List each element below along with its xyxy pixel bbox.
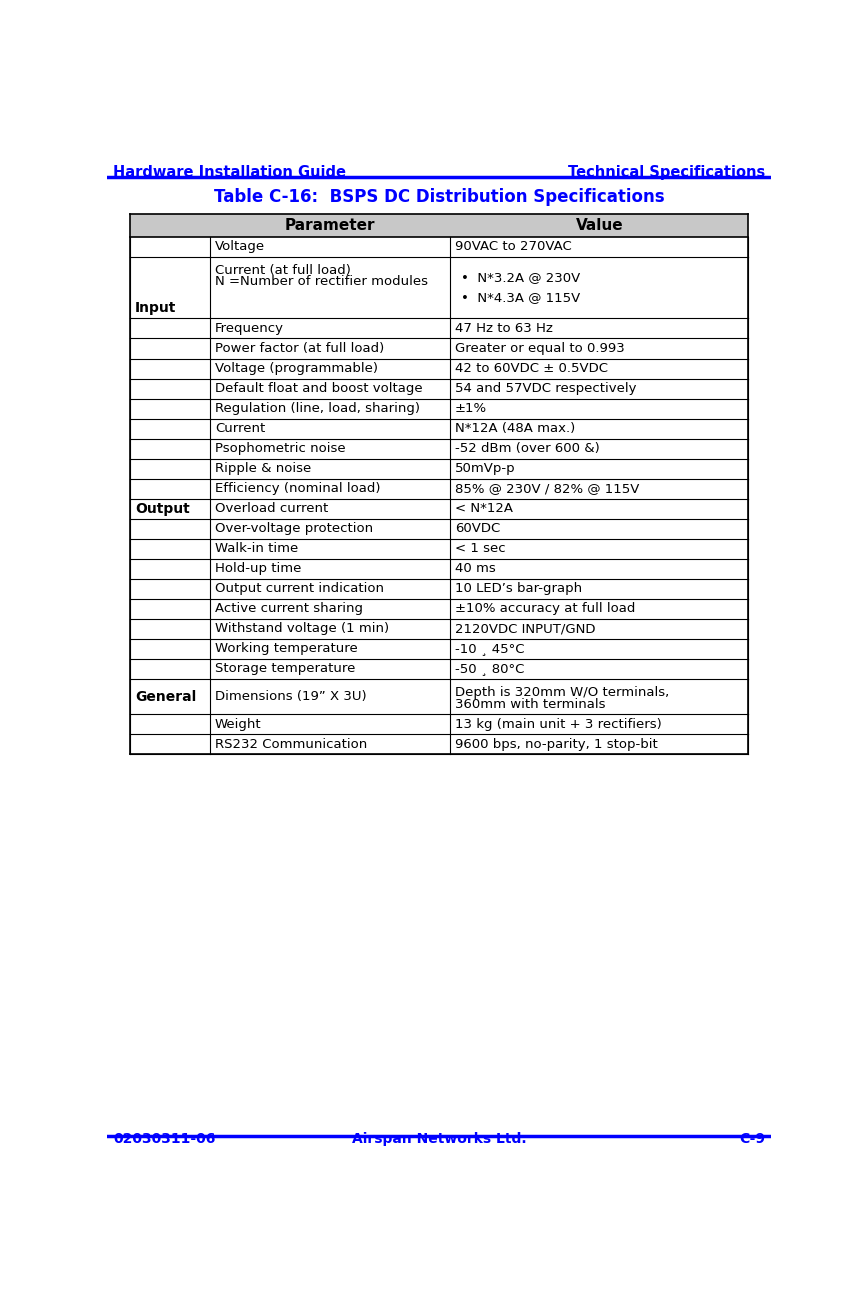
Text: Greater or equal to 0.993: Greater or equal to 0.993 [455, 342, 625, 355]
Text: Psophometric noise: Psophometric noise [215, 442, 345, 455]
Text: General: General [135, 689, 196, 703]
Text: Output current indication: Output current indication [215, 582, 384, 595]
Text: 54 and 57VDC respectively: 54 and 57VDC respectively [455, 382, 637, 395]
Text: -52 dBm (over 600 &): -52 dBm (over 600 &) [455, 442, 600, 455]
Text: 360mm with terminals: 360mm with terminals [455, 698, 606, 711]
Text: Dimensions (19” X 3U): Dimensions (19” X 3U) [215, 690, 367, 703]
Text: 50mVp-p: 50mVp-p [455, 462, 516, 474]
Text: Weight: Weight [215, 718, 261, 731]
Text: < 1 sec: < 1 sec [455, 542, 506, 555]
Text: 02030311-06: 02030311-06 [113, 1132, 216, 1147]
Text: Hold-up time: Hold-up time [215, 562, 301, 575]
Text: Default float and boost voltage: Default float and boost voltage [215, 382, 423, 395]
Text: Input: Input [135, 300, 177, 315]
Text: 13 kg (main unit + 3 rectifiers): 13 kg (main unit + 3 rectifiers) [455, 718, 662, 731]
Text: 2120VDC INPUT/GND: 2120VDC INPUT/GND [455, 623, 596, 636]
Text: 47 Hz to 63 Hz: 47 Hz to 63 Hz [455, 322, 553, 335]
Text: Hardware Installation Guide: Hardware Installation Guide [113, 165, 346, 181]
Text: N =Number of rectifier modules: N =Number of rectifier modules [215, 276, 428, 289]
Text: RS232 Communication: RS232 Communication [215, 738, 367, 751]
Bar [130, 213, 748, 237]
Text: Current (at full load): Current (at full load) [215, 264, 351, 277]
Text: Working temperature: Working temperature [215, 642, 357, 655]
Text: N*12A (48A max.): N*12A (48A max.) [455, 422, 575, 436]
Text: C-9: C-9 [739, 1132, 765, 1147]
Text: Value: Value [575, 218, 623, 233]
Text: Overload current: Overload current [215, 502, 328, 515]
Text: Power factor (at full load): Power factor (at full load) [215, 342, 384, 355]
Text: Storage temperature: Storage temperature [215, 662, 355, 675]
Text: Walk-in time: Walk-in time [215, 542, 298, 555]
Text: Voltage: Voltage [215, 240, 265, 254]
Text: 40 ms: 40 ms [455, 562, 496, 575]
Text: Current: Current [215, 422, 265, 436]
Text: -50 ¸ 80°C: -50 ¸ 80°C [455, 662, 524, 675]
Text: Active current sharing: Active current sharing [215, 602, 363, 615]
Text: •  N*4.3A @ 115V: • N*4.3A @ 115V [461, 291, 580, 304]
Text: ±10% accuracy at full load: ±10% accuracy at full load [455, 602, 636, 615]
Text: 85% @ 230V / 82% @ 115V: 85% @ 230V / 82% @ 115V [455, 482, 639, 495]
Text: Table C-16:  BSPS DC Distribution Specifications: Table C-16: BSPS DC Distribution Specifi… [213, 188, 664, 207]
Text: 90VAC to 270VAC: 90VAC to 270VAC [455, 240, 572, 254]
Text: Frequency: Frequency [215, 322, 284, 335]
Text: Technical Specifications: Technical Specifications [568, 165, 765, 181]
Text: Depth is 320mm W/O terminals,: Depth is 320mm W/O terminals, [455, 686, 669, 699]
Text: Output: Output [135, 502, 189, 516]
Text: 42 to 60VDC ± 0.5VDC: 42 to 60VDC ± 0.5VDC [455, 361, 608, 374]
Text: Regulation (line, load, sharing): Regulation (line, load, sharing) [215, 402, 420, 415]
Text: Airspan Networks Ltd.: Airspan Networks Ltd. [351, 1132, 526, 1147]
Text: Voltage (programmable): Voltage (programmable) [215, 361, 378, 374]
Text: •  N*3.2A @ 230V: • N*3.2A @ 230V [461, 270, 580, 283]
Text: 10 LED’s bar-graph: 10 LED’s bar-graph [455, 582, 582, 595]
Text: Over-voltage protection: Over-voltage protection [215, 523, 373, 536]
Text: Ripple & noise: Ripple & noise [215, 462, 311, 474]
Text: 9600 bps, no-parity, 1 stop-bit: 9600 bps, no-parity, 1 stop-bit [455, 738, 658, 751]
Text: Parameter: Parameter [285, 218, 375, 233]
Text: ±1%: ±1% [455, 402, 488, 415]
Text: Efficiency (nominal load): Efficiency (nominal load) [215, 482, 381, 495]
Text: < N*12A: < N*12A [455, 502, 513, 515]
Text: 60VDC: 60VDC [455, 523, 500, 536]
Text: Withstand voltage (1 min): Withstand voltage (1 min) [215, 623, 389, 636]
Text: -10 ¸ 45°C: -10 ¸ 45°C [455, 642, 524, 655]
